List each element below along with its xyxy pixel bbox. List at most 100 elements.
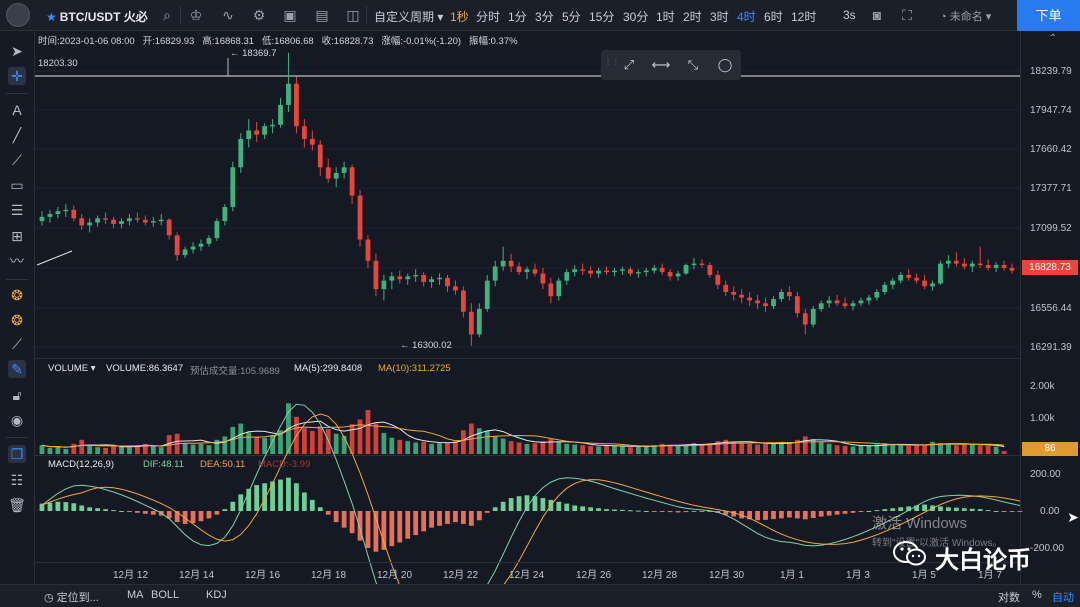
candle-body — [747, 297, 753, 301]
place-order-button[interactable]: 下单 — [1017, 0, 1080, 31]
layers-icon[interactable]: ❐ — [8, 445, 26, 463]
macd-histogram-bar — [278, 479, 283, 511]
price-tick: 17099.52 — [1030, 223, 1072, 234]
macd-histogram-bar — [421, 511, 427, 532]
bottom-bar — [0, 584, 1080, 607]
macd-histogram-bar — [866, 511, 872, 512]
time-axis[interactable] — [35, 562, 1020, 582]
extended-line-icon[interactable]: ⤡ — [687, 57, 699, 72]
period-12h[interactable]: 12时 — [791, 10, 817, 24]
period-1h[interactable]: 1时 — [656, 10, 675, 24]
period-5m[interactable]: 5分 — [562, 10, 581, 24]
replay-speed[interactable]: 3s — [843, 8, 856, 22]
eye-icon[interactable]: ◉ — [10, 412, 24, 428]
candle-body — [39, 216, 45, 222]
object-tree-icon[interactable]: ☷ — [10, 472, 24, 488]
candle-body — [659, 267, 665, 273]
macd-histogram-bar — [317, 507, 323, 511]
candle-body — [914, 277, 919, 281]
volume-bar — [230, 426, 236, 454]
collapse-icon[interactable]: ⌃ — [1048, 33, 1058, 44]
period-6h[interactable]: 6时 — [764, 10, 783, 24]
macd-histogram-bar — [349, 511, 355, 534]
magnet-strong-icon[interactable]: ❂ — [11, 312, 23, 328]
macd-histogram-bar — [707, 511, 713, 512]
user-menu[interactable]: ◔ 未命名 ▾ — [940, 8, 991, 24]
search-icon[interactable]: ⌕ — [163, 7, 171, 23]
pitchfork-icon[interactable]: ⟋ — [12, 152, 22, 168]
low-price-label: ← 16300.02 — [400, 340, 452, 351]
macd-histogram-bar — [103, 509, 108, 511]
measure-icon[interactable]: ⊞ — [11, 228, 23, 244]
period-15m[interactable]: 15分 — [589, 10, 615, 24]
indicator-boll[interactable]: BOLL — [151, 589, 180, 601]
volume-bar — [119, 446, 124, 454]
period-3m[interactable]: 3分 — [535, 10, 554, 24]
macd-dif: DIF:48.11 — [143, 459, 185, 470]
log-scale-toggle[interactable]: 对数 — [998, 592, 1020, 604]
period-1m[interactable]: 1分 — [508, 10, 527, 24]
chevron-down-icon[interactable]: ▾ — [90, 363, 96, 374]
period-30m[interactable]: 30分 — [623, 10, 649, 24]
volume-bar — [206, 445, 212, 454]
volume-bar — [977, 445, 983, 454]
wave-icon[interactable]: 〰 — [10, 253, 24, 269]
lock-icon[interactable]: 🔓︎ — [12, 387, 22, 403]
camera-icon[interactable]: ◙ — [872, 7, 882, 23]
period-2h[interactable]: 2时 — [683, 10, 702, 24]
indicator-ma[interactable]: MA — [127, 589, 144, 601]
template-icon[interactable]: ▣ — [283, 7, 297, 23]
fibonacci-icon[interactable]: ☰ — [10, 202, 24, 218]
volume-bar — [898, 445, 904, 454]
pen-icon[interactable]: ✎ — [8, 360, 26, 378]
period-3h[interactable]: 3时 — [710, 10, 729, 24]
symbol-selector[interactable]: ★ BTC/USDT 火必 — [46, 8, 148, 25]
candle-body — [198, 243, 204, 247]
high-price-label: ← 18369.7 — [230, 48, 276, 59]
period-1s[interactable]: 1秒 — [450, 10, 469, 24]
magnet-icon[interactable]: ❂ — [11, 287, 23, 303]
macd-histogram-bar — [858, 511, 864, 512]
price-axis[interactable] — [1020, 31, 1080, 586]
macd-histogram-bar — [596, 508, 601, 511]
layout-icon[interactable]: ◫ — [346, 7, 360, 23]
trendline-drawing[interactable] — [36, 250, 73, 266]
candle-body — [604, 270, 609, 273]
period-4h[interactable]: 4时 — [737, 10, 756, 24]
macd-histogram-bar — [627, 510, 633, 512]
auto-scale-toggle[interactable]: 自动 — [1052, 592, 1074, 604]
fullscreen-icon[interactable]: ⛶ — [902, 7, 912, 23]
trendline-icon[interactable]: ╱ — [12, 127, 22, 143]
indicator-kdj[interactable]: KDJ — [206, 589, 227, 601]
indicator-icon[interactable]: ∿ — [222, 7, 234, 23]
text-tool-icon[interactable]: A — [12, 102, 22, 118]
macd-histogram-bar — [683, 511, 689, 513]
locate-button[interactable]: ◷ 定位到... — [44, 589, 99, 605]
crosshair-icon[interactable]: ✛ — [8, 67, 26, 85]
macd-panel-title[interactable]: MACD(12,26,9) — [48, 459, 114, 470]
time-tick: 12月 18 — [311, 570, 347, 581]
horizontal-line-icon[interactable]: ⟷ — [651, 57, 671, 72]
rectangle-icon[interactable]: ▭ — [10, 177, 24, 193]
ohlc-info-bar: 时间:2023-01-06 08:00 开:16829.93 高:16868.3… — [38, 33, 518, 47]
favorite-star-icon[interactable]: ★ — [46, 10, 57, 24]
macd-histogram-bar — [564, 503, 570, 511]
percent-scale-toggle[interactable]: % — [1032, 589, 1042, 601]
candle-body — [381, 280, 387, 290]
ray-icon[interactable]: ⤢ — [623, 57, 635, 72]
trash-icon[interactable]: 🗑︎ — [8, 497, 26, 513]
drag-handle-icon[interactable]: ⋮⋮ — [604, 57, 620, 66]
custom-period-dropdown[interactable]: 自定义周期 ▾ — [374, 8, 443, 25]
ruler-icon[interactable]: ⟋ — [12, 336, 22, 352]
crown-icon[interactable]: ♔ — [189, 7, 203, 23]
cursor-icon[interactable]: ➤ — [11, 43, 23, 59]
volume-bar — [87, 445, 93, 454]
panel-divider — [35, 455, 1020, 456]
gear-icon[interactable]: ⚙ — [252, 7, 266, 23]
macd-dea: DEA:50.11 — [200, 459, 246, 470]
save-icon[interactable]: ▤ — [315, 7, 329, 23]
period-timeline[interactable]: 分时 — [476, 10, 501, 24]
ellipse-icon[interactable]: ◯ — [717, 57, 733, 72]
macd-histogram-bar — [397, 511, 403, 543]
